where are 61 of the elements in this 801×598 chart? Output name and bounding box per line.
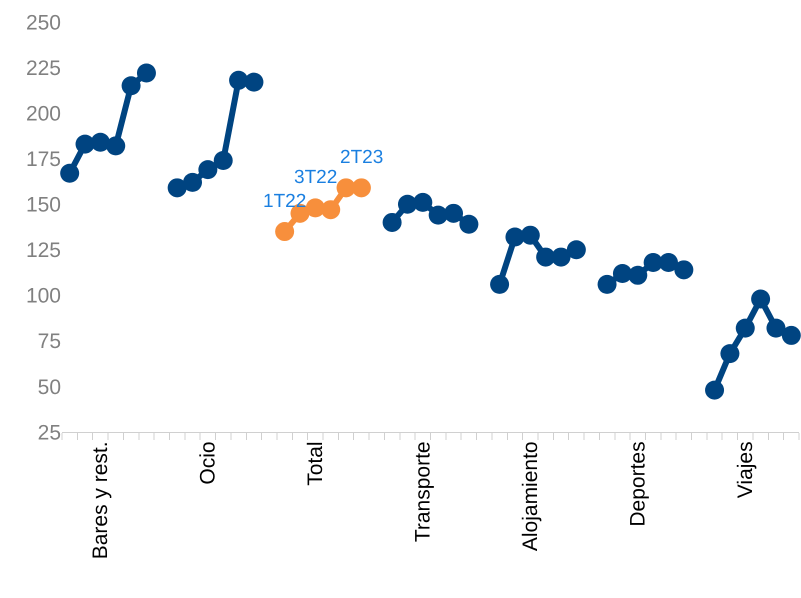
y-tick-label: 100 [26, 284, 61, 308]
point [598, 274, 617, 294]
y-tick-label: 50 [38, 376, 61, 399]
point [306, 198, 325, 218]
point [644, 253, 663, 272]
y-tick-label: 125 [26, 239, 61, 262]
point [566, 240, 586, 260]
point [520, 226, 540, 245]
point [382, 212, 402, 232]
y-tick-label: 75 [38, 330, 61, 354]
y-tick-label: 200 [26, 102, 61, 126]
point [275, 222, 294, 242]
point [659, 253, 678, 272]
point [782, 326, 801, 345]
point [413, 192, 432, 212]
point [214, 150, 233, 170]
point [352, 178, 371, 198]
point [198, 160, 218, 180]
point [720, 344, 740, 364]
y-tick-label: 250 [26, 11, 61, 34]
point [612, 264, 632, 283]
point [505, 228, 524, 247]
annotation: 3T22 [294, 167, 338, 188]
point [76, 134, 95, 154]
y-tick-label: 150 [26, 194, 61, 217]
point [398, 194, 417, 214]
y-tick-label: 225 [26, 56, 61, 80]
point [490, 274, 510, 294]
point [229, 70, 248, 90]
point [106, 136, 126, 156]
point [444, 204, 464, 223]
annotation: 1T22 [263, 191, 306, 212]
annotation: 2T23 [340, 147, 384, 168]
x-tick-label: Bares y rest. [89, 441, 112, 560]
x-tick-label: Deportes [626, 441, 650, 527]
point [536, 248, 556, 267]
y-tick-label: 25 [38, 421, 61, 444]
point [321, 200, 340, 220]
point [736, 318, 755, 338]
point [459, 214, 478, 234]
point [90, 132, 110, 152]
x-tick-label: Alojamiento [519, 441, 542, 552]
point [244, 72, 264, 92]
point [674, 260, 694, 280]
x-tick-label: Transporte [412, 441, 435, 542]
x-tick-label: Ocio [196, 441, 220, 485]
x-tick-label: Total [304, 441, 328, 486]
y-tick-label: 175 [26, 148, 61, 172]
point [168, 178, 187, 198]
point [751, 289, 770, 308]
point [183, 172, 202, 192]
point [428, 206, 448, 225]
point [60, 164, 80, 183]
point [336, 178, 356, 198]
x-tick-label: Viajes [734, 441, 758, 498]
point [552, 248, 571, 267]
point [705, 380, 724, 400]
point [766, 318, 786, 338]
point [136, 64, 156, 83]
point [628, 266, 648, 285]
point [122, 76, 141, 96]
